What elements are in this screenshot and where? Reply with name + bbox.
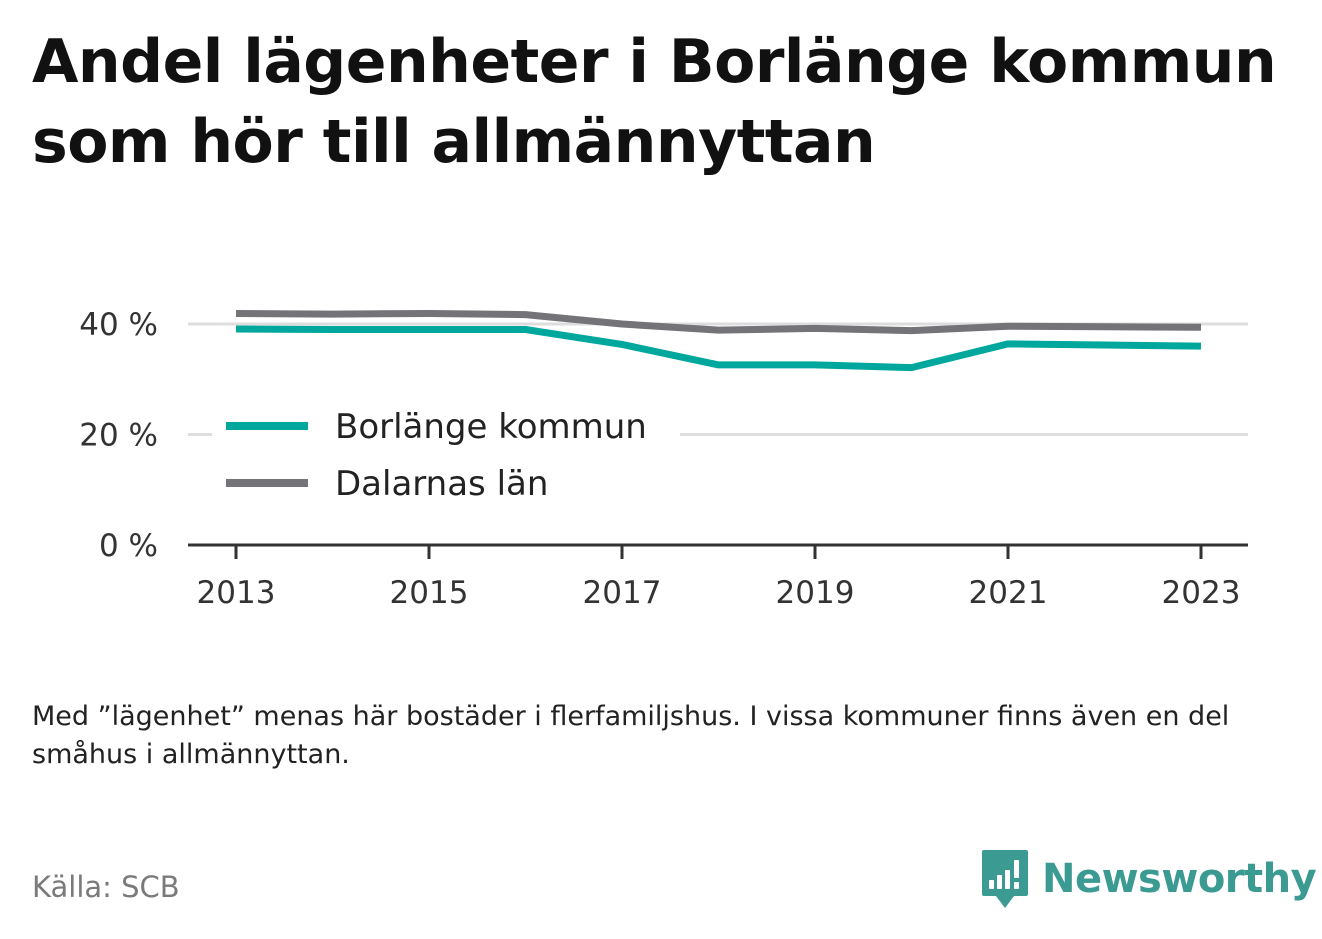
x-tick-label: 2013 (197, 575, 276, 611)
newsworthy-logo-icon (982, 850, 1028, 908)
x-tick-label: 2023 (1162, 575, 1241, 611)
legend: Borlänge kommun Dalarnas län (212, 398, 680, 520)
x-tick-label: 2019 (776, 575, 855, 611)
y-axis-tick-labels: 0 % 20 % 40 % (79, 307, 158, 564)
legend-label: Borlänge kommun (335, 407, 647, 447)
series-line-1 (235, 325, 1202, 372)
x-axis: 2013 2015 2017 2019 2021 2023 (188, 543, 1248, 611)
brand-logo: Newsworthy (980, 848, 1317, 910)
x-tick-label: 2017 (583, 575, 662, 611)
y-tick-label: 0 % (99, 528, 158, 564)
chart-title: Andel lägenheter i Borlänge kommun som h… (32, 22, 1302, 182)
legend-background (212, 398, 680, 520)
series-lines (235, 310, 1202, 372)
brand-name: Newsworthy (1042, 856, 1317, 902)
y-tick-label: 20 % (79, 418, 158, 454)
series-line-2 (235, 310, 1202, 335)
y-tick-label: 40 % (79, 307, 158, 343)
chart-title-line-1: Andel lägenheter i Borlänge kommun (32, 27, 1277, 97)
x-tick-label: 2021 (969, 575, 1048, 611)
footnote: Med ”lägenhet” menas här bostäder i fler… (32, 701, 1230, 770)
x-tick-label: 2015 (390, 575, 469, 611)
source-label: Källa: SCB (32, 870, 180, 904)
chart-title-line-2: som hör till allmännyttan (32, 107, 876, 177)
legend-label: Dalarnas län (335, 464, 548, 504)
